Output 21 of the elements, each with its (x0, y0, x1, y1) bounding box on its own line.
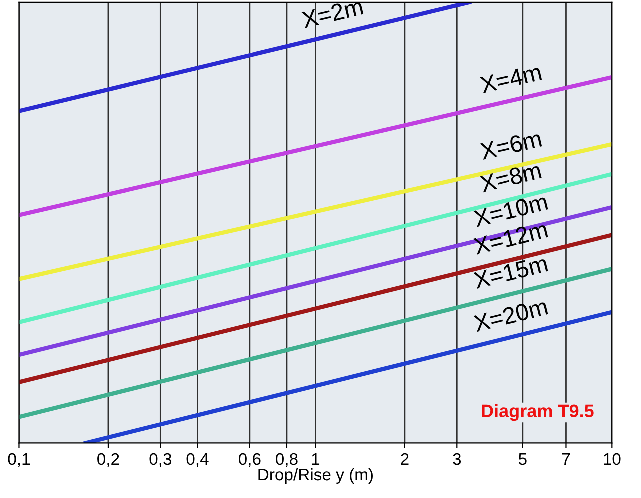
x-tick-label: 3 (453, 453, 462, 466)
x-tick-label: 0,4 (186, 453, 209, 468)
x-tick-label: 0,6 (238, 453, 261, 468)
x-tick-label: 2 (401, 453, 409, 466)
text: X=2m (301, 0, 364, 28)
text: X=8m (479, 162, 542, 193)
x-tick-label: 0,2 (98, 453, 120, 468)
x-tick-label: 5 (518, 454, 527, 466)
x-tick-label: 0,1 (8, 453, 30, 468)
x-tick-label: 0,3 (150, 453, 172, 468)
x-tick-label: 10 (604, 453, 621, 466)
text: X=15m (473, 255, 548, 290)
text: X=20m (473, 298, 548, 332)
annotation: Diagram T9.5 (482, 404, 594, 422)
x-tick-label: 1 (312, 454, 320, 466)
x-tick-label: 0,8 (276, 453, 298, 468)
text: X=4m (480, 64, 542, 94)
x-tick-label: 7 (562, 454, 570, 466)
text: X=10m (473, 193, 548, 228)
x-axis-title: Drop/Rise y (m) (258, 468, 373, 484)
text: X=6m (480, 130, 542, 160)
